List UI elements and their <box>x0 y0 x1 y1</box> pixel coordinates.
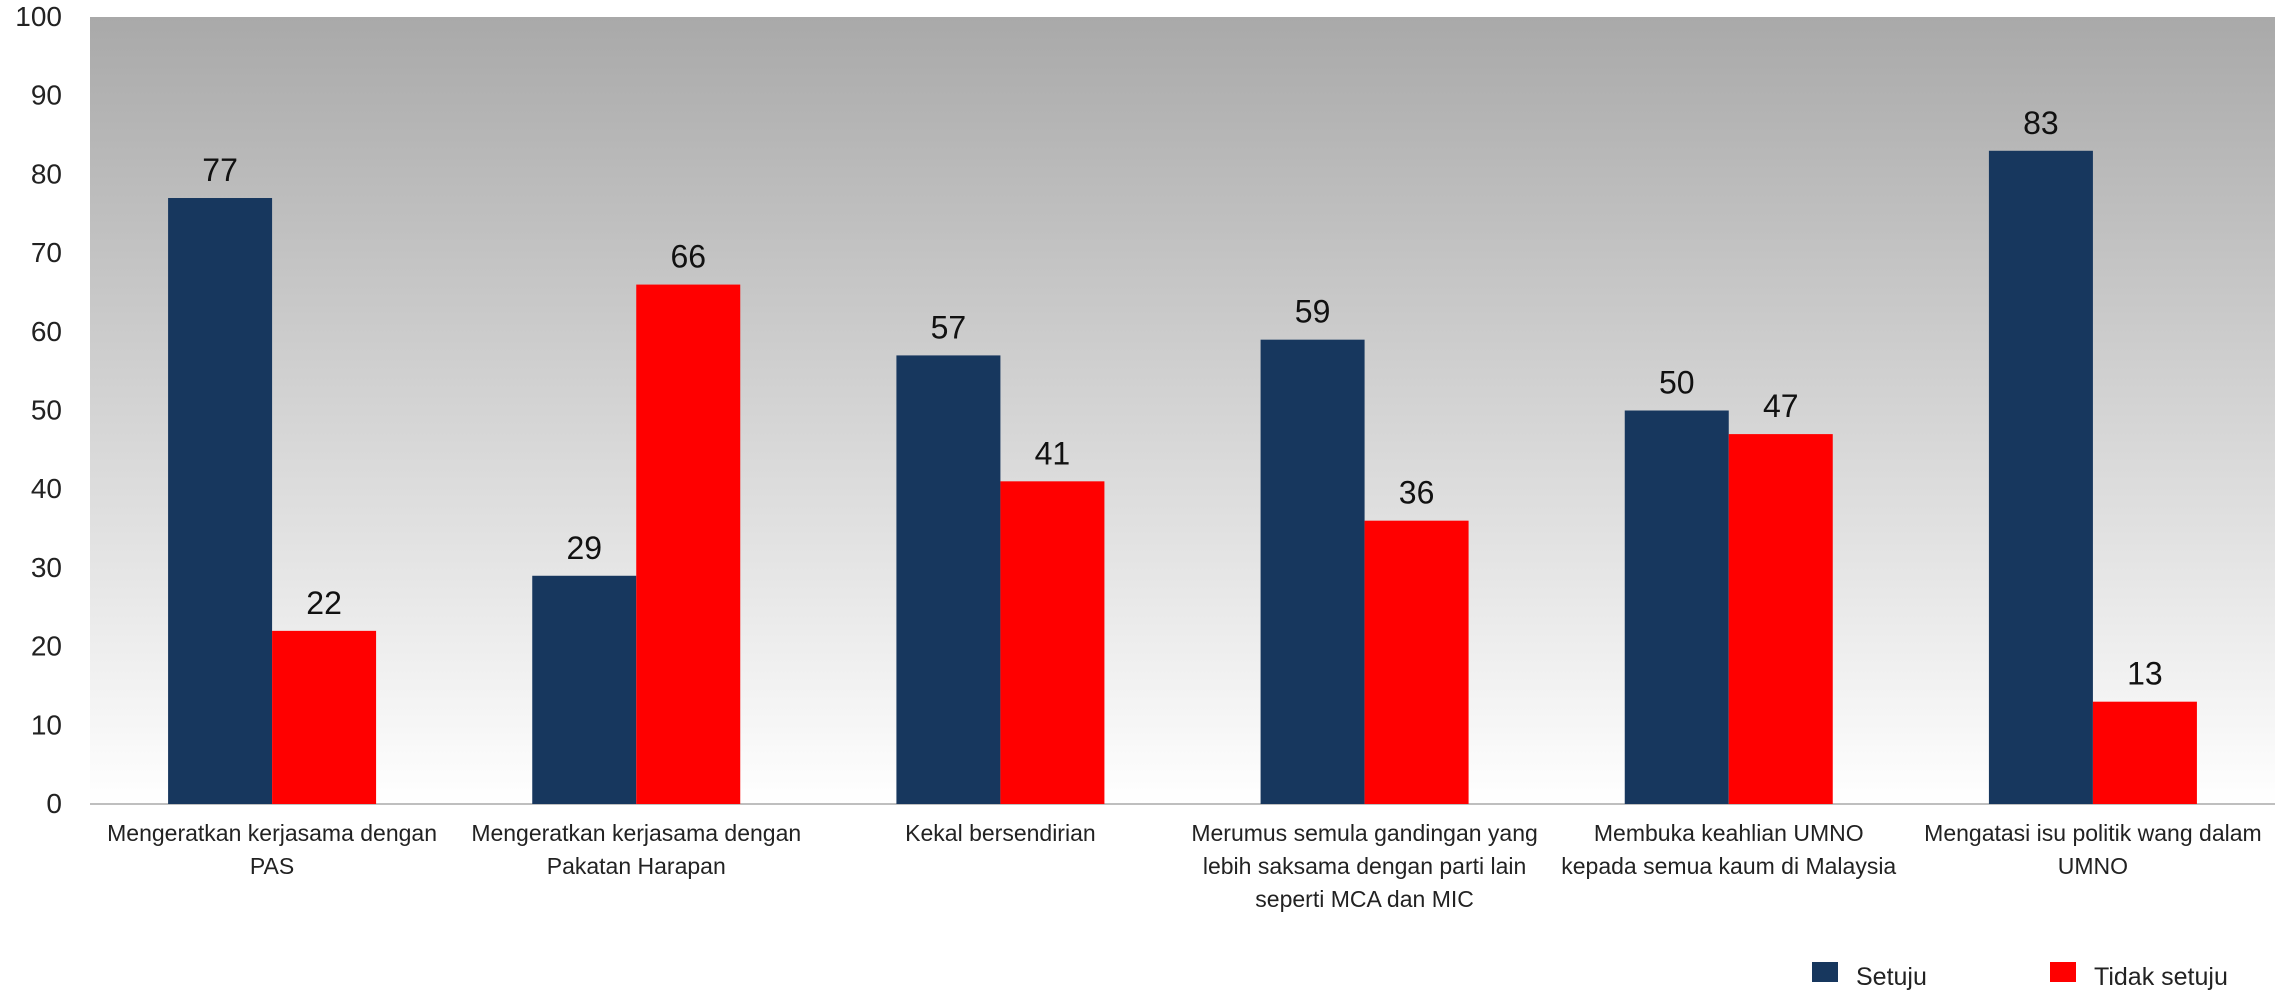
legend-swatch <box>1812 962 1838 982</box>
x-axis-category-labels: Mengeratkan kerjasama dengan PAS Mengeratk… <box>107 820 2262 912</box>
x-category-label: Mengatasi isu politik wang dalam <box>1924 820 2262 846</box>
x-category-label: PAS <box>250 853 294 879</box>
bar <box>1988 150 2093 805</box>
y-tick-label: 10 <box>31 709 62 740</box>
plot-area <box>90 17 2275 804</box>
data-label: 66 <box>670 239 706 275</box>
data-label: 29 <box>566 530 602 566</box>
x-category-label: UMNO <box>2058 853 2128 879</box>
x-category-label: Membuka keahlian UMNO <box>1594 820 1864 846</box>
data-label: 50 <box>1659 365 1695 401</box>
x-category-label: Mengeratkan kerjasama dengan <box>107 820 437 846</box>
data-label: 59 <box>1295 294 1331 330</box>
data-label: 77 <box>202 152 238 188</box>
bars <box>168 150 2197 805</box>
bar <box>636 284 741 805</box>
data-label: 47 <box>1763 388 1799 424</box>
bar <box>1624 410 1729 804</box>
x-category-label: kepada semua kaum di Malaysia <box>1561 853 1896 879</box>
x-category-label: Pakatan Harapan <box>547 853 726 879</box>
y-tick-label: 50 <box>31 395 62 426</box>
bar <box>532 575 637 804</box>
y-tick-label: 100 <box>15 1 62 32</box>
legend-label: Setuju <box>1856 963 1927 991</box>
x-category-label: Mengeratkan kerjasama dengan <box>471 820 801 846</box>
legend-label: Tidak setuju <box>2094 963 2228 991</box>
y-axis: 0 10 20 30 40 50 60 70 80 90 100 <box>15 1 62 819</box>
data-labels: 77 29 57 59 50 83 22 66 41 36 47 13 <box>202 105 2162 692</box>
bar <box>168 198 273 804</box>
y-tick-label: 90 <box>31 80 62 111</box>
data-label: 36 <box>1399 475 1435 511</box>
y-tick-label: 20 <box>31 631 62 662</box>
bar <box>272 630 377 804</box>
y-tick-label: 60 <box>31 316 62 347</box>
x-category-label: seperti MCA dan MIC <box>1255 886 1474 912</box>
data-label: 41 <box>1035 435 1071 471</box>
data-label: 57 <box>931 309 967 345</box>
bar <box>1260 339 1365 804</box>
y-tick-label: 30 <box>31 552 62 583</box>
data-label: 22 <box>306 585 342 621</box>
bar <box>1728 434 1833 804</box>
x-category-label: lebih saksama dengan parti lain <box>1203 853 1526 879</box>
data-label: 13 <box>2127 656 2163 692</box>
bar <box>2092 701 2197 804</box>
y-tick-label: 70 <box>31 237 62 268</box>
bar <box>1364 520 1469 804</box>
legend-swatch <box>2050 962 2076 982</box>
x-category-label: Kekal bersendirian <box>905 820 1096 846</box>
y-tick-label: 40 <box>31 473 62 504</box>
bar <box>1000 481 1105 804</box>
x-category-label: Merumus semula gandingan yang <box>1191 820 1537 846</box>
bar <box>896 355 1001 804</box>
y-tick-label: 0 <box>46 788 62 819</box>
legend: Setuju Tidak setuju <box>1812 962 2228 991</box>
data-label: 83 <box>2023 105 2059 141</box>
y-tick-label: 80 <box>31 158 62 189</box>
